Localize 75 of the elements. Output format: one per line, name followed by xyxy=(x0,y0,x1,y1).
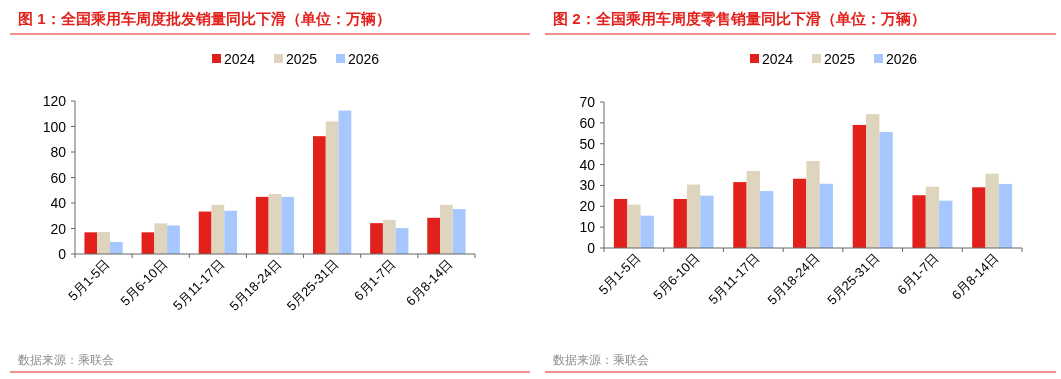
legend-label: 2024 xyxy=(762,51,794,67)
bar xyxy=(998,183,1013,248)
source-note: 数据来源：乘联会 xyxy=(18,353,114,367)
bar xyxy=(268,193,282,254)
y-tick-label: 10 xyxy=(579,219,596,236)
bar xyxy=(141,232,155,254)
x-tick-label: 5月6-10日 xyxy=(650,250,703,303)
y-tick-label: 40 xyxy=(50,195,67,211)
y-tick-label: 20 xyxy=(579,198,596,215)
x-tick-label: 5月1-5日 xyxy=(65,256,113,304)
bar xyxy=(627,204,641,248)
source-note: 数据来源：乘联会 xyxy=(553,353,649,367)
y-tick-label: 60 xyxy=(579,114,596,131)
bar xyxy=(198,211,212,254)
bar xyxy=(852,124,867,248)
y-tick-label: 40 xyxy=(579,156,596,173)
x-tick-label: 6月8-14日 xyxy=(403,256,456,309)
bar xyxy=(733,182,747,248)
bar xyxy=(167,225,180,254)
bar xyxy=(224,210,237,254)
y-tick-label: 20 xyxy=(50,220,67,237)
y-tick-label: 0 xyxy=(587,240,596,256)
bar xyxy=(97,232,110,254)
bar xyxy=(382,219,396,254)
bar xyxy=(452,209,466,254)
y-tick-label: 70 xyxy=(579,94,596,110)
bar xyxy=(325,121,339,254)
bar xyxy=(985,173,999,248)
bar xyxy=(879,132,893,248)
bar xyxy=(440,204,453,254)
bar xyxy=(154,223,168,254)
legend-label: 2025 xyxy=(824,51,856,67)
bar xyxy=(313,136,326,254)
bar xyxy=(939,200,953,248)
bar xyxy=(700,195,714,248)
x-tick-label: 5月6-10日 xyxy=(117,256,170,309)
legend-label: 2024 xyxy=(224,51,256,67)
legend-label: 2026 xyxy=(348,51,380,67)
chart-title: 图 2：全国乘用车周度零售销量同比下滑（单位：万辆） xyxy=(553,10,926,27)
bar xyxy=(673,198,687,248)
bar xyxy=(746,171,760,248)
bar xyxy=(912,195,926,248)
legend-label: 2026 xyxy=(886,51,918,67)
bar xyxy=(806,161,820,248)
y-tick-label: 30 xyxy=(579,177,596,194)
bar xyxy=(866,114,880,248)
bar xyxy=(819,183,833,248)
y-tick-label: 80 xyxy=(50,144,67,160)
x-tick-label: 5月1-5日 xyxy=(595,250,644,298)
bar xyxy=(281,196,295,254)
y-tick-label: 60 xyxy=(50,169,67,186)
bar xyxy=(686,184,701,248)
bar xyxy=(109,242,123,254)
bar xyxy=(255,196,269,254)
bar xyxy=(759,191,774,248)
bar xyxy=(925,186,940,248)
legend-label: 2025 xyxy=(286,51,318,67)
x-tick-label: 6月1-7日 xyxy=(351,256,399,304)
bar xyxy=(640,215,654,248)
bar xyxy=(211,204,225,254)
bar xyxy=(427,217,441,254)
bar xyxy=(338,110,352,254)
chart-title: 图 1：全国乘用车周度批发销量同比下滑（单位：万辆） xyxy=(18,10,391,27)
bar xyxy=(370,223,383,254)
bar xyxy=(793,178,807,248)
bar xyxy=(395,228,409,254)
y-tick-label: 50 xyxy=(579,135,596,152)
bar xyxy=(613,198,628,248)
y-tick-label: 120 xyxy=(42,93,67,109)
x-tick-label: 6月8-14日 xyxy=(948,250,1002,303)
y-tick-label: 0 xyxy=(58,246,67,262)
bar xyxy=(972,187,986,248)
y-tick-label: 100 xyxy=(42,118,67,135)
x-tick-label: 6月1-7日 xyxy=(894,250,942,298)
bar xyxy=(84,232,98,254)
